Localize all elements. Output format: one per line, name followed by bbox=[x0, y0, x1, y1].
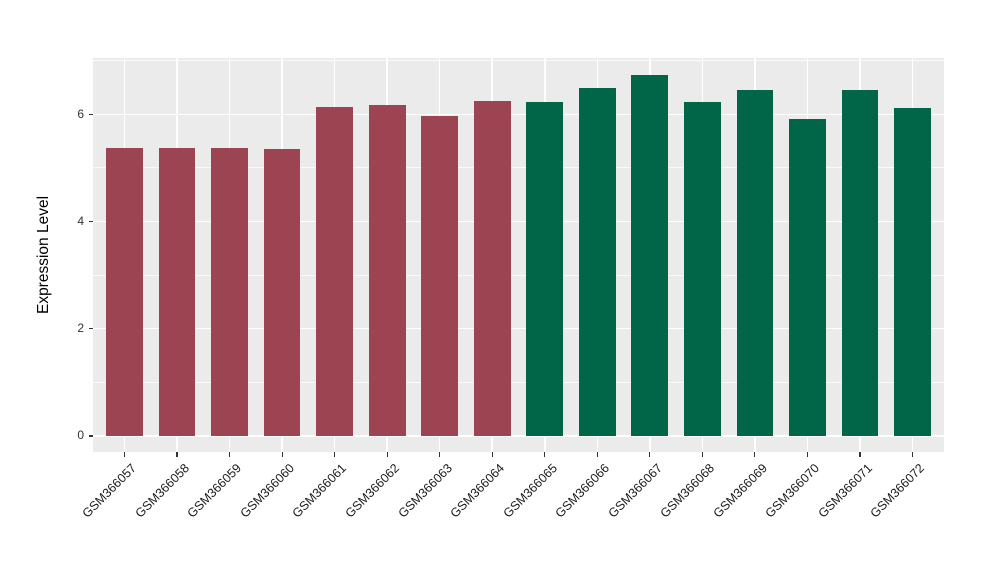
x-tick-mark bbox=[281, 452, 283, 457]
major-gridline bbox=[93, 113, 944, 116]
x-tick-mark bbox=[228, 452, 231, 457]
x-tick-label: GSM366071 bbox=[815, 461, 875, 521]
x-tick-mark bbox=[806, 452, 808, 457]
x-tick-mark bbox=[544, 452, 546, 457]
y-tick-label: 0 bbox=[77, 428, 84, 443]
bar-GSM366064 bbox=[473, 101, 511, 436]
x-tick-mark bbox=[176, 452, 178, 457]
bar-GSM366066 bbox=[578, 88, 616, 436]
x-tick-mark bbox=[859, 452, 861, 457]
x-tick-label: GSM366061 bbox=[290, 461, 350, 521]
x-tick-label: GSM366058 bbox=[132, 461, 192, 521]
y-tick-mark bbox=[88, 435, 93, 437]
minor-gridline bbox=[93, 60, 944, 62]
x-tick-mark bbox=[491, 452, 493, 457]
bar-GSM366057 bbox=[106, 147, 143, 436]
bar-GSM366063 bbox=[421, 115, 459, 436]
bar-GSM366061 bbox=[316, 107, 354, 436]
x-tick-mark bbox=[334, 452, 336, 457]
x-tick-label: GSM366059 bbox=[184, 461, 245, 521]
bar-GSM366065 bbox=[526, 102, 564, 436]
x-tick-mark bbox=[754, 452, 756, 457]
bar-GSM366070 bbox=[789, 118, 826, 436]
x-tick-label: GSM366070 bbox=[762, 461, 823, 521]
x-tick-label: GSM366065 bbox=[500, 461, 560, 521]
x-tick-mark bbox=[649, 452, 651, 457]
y-tick-label: 4 bbox=[77, 213, 84, 228]
major-gridline bbox=[93, 327, 944, 330]
bar-GSM366060 bbox=[263, 148, 301, 436]
y-tick-label: 6 bbox=[77, 106, 84, 121]
minor-gridline bbox=[93, 381, 944, 383]
x-tick-label: GSM366057 bbox=[79, 461, 140, 521]
y-axis-title: Expression Level bbox=[35, 195, 52, 315]
bar-GSM366071 bbox=[841, 89, 879, 436]
plot-panel bbox=[93, 58, 944, 452]
x-tick-mark bbox=[911, 452, 914, 457]
minor-gridline bbox=[93, 167, 944, 169]
x-tick-mark bbox=[596, 452, 598, 457]
x-tick-mark bbox=[439, 452, 441, 457]
bar-GSM366069 bbox=[736, 89, 774, 436]
bar-GSM366058 bbox=[158, 147, 196, 436]
x-tick-mark bbox=[386, 452, 388, 457]
y-tick-mark bbox=[88, 328, 93, 330]
x-tick-label: GSM366066 bbox=[552, 461, 613, 521]
major-gridline bbox=[93, 435, 944, 437]
x-tick-label: GSM366067 bbox=[605, 461, 665, 521]
x-tick-mark bbox=[123, 452, 126, 457]
x-tick-mark bbox=[701, 452, 703, 457]
bar-GSM366059 bbox=[211, 148, 248, 436]
y-tick-label: 2 bbox=[77, 321, 84, 336]
minor-gridline bbox=[93, 274, 944, 276]
x-tick-label: GSM366062 bbox=[342, 461, 403, 521]
y-tick-mark bbox=[88, 220, 93, 223]
bar-GSM366068 bbox=[683, 101, 721, 436]
y-tick-mark bbox=[88, 113, 93, 115]
x-tick-label: GSM366063 bbox=[395, 461, 455, 521]
bar-GSM366072 bbox=[894, 107, 931, 436]
x-tick-label: GSM366068 bbox=[657, 461, 718, 521]
major-gridline bbox=[93, 220, 944, 223]
x-tick-label: GSM366060 bbox=[237, 461, 298, 521]
bar-GSM366062 bbox=[368, 104, 406, 436]
x-tick-label: GSM366072 bbox=[867, 461, 928, 521]
bar-GSM366067 bbox=[631, 75, 669, 436]
x-tick-label: GSM366064 bbox=[447, 461, 508, 521]
x-tick-label: GSM366069 bbox=[710, 461, 770, 521]
